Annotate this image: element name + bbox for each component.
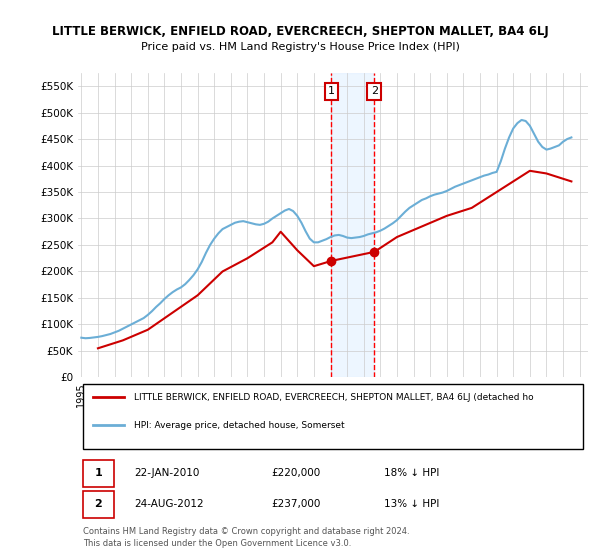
FancyBboxPatch shape [83, 384, 583, 450]
Text: HPI: Average price, detached house, Somerset: HPI: Average price, detached house, Some… [134, 421, 345, 430]
Text: 1: 1 [95, 468, 102, 478]
Text: 2: 2 [95, 500, 102, 509]
Text: This data is licensed under the Open Government Licence v3.0.: This data is licensed under the Open Gov… [83, 539, 352, 548]
Text: 2: 2 [371, 86, 378, 96]
Bar [331, 73, 374, 377]
FancyBboxPatch shape [83, 460, 114, 487]
Text: 13% ↓ HPI: 13% ↓ HPI [384, 500, 439, 509]
Text: 24-AUG-2012: 24-AUG-2012 [134, 500, 204, 509]
Text: 18% ↓ HPI: 18% ↓ HPI [384, 468, 439, 478]
FancyBboxPatch shape [83, 491, 114, 518]
Text: £220,000: £220,000 [272, 468, 321, 478]
Text: 22-JAN-2010: 22-JAN-2010 [134, 468, 199, 478]
Text: LITTLE BERWICK, ENFIELD ROAD, EVERCREECH, SHEPTON MALLET, BA4 6LJ: LITTLE BERWICK, ENFIELD ROAD, EVERCREECH… [52, 25, 548, 38]
Text: Price paid vs. HM Land Registry's House Price Index (HPI): Price paid vs. HM Land Registry's House … [140, 42, 460, 52]
Text: Contains HM Land Registry data © Crown copyright and database right 2024.: Contains HM Land Registry data © Crown c… [83, 527, 410, 536]
Text: £237,000: £237,000 [272, 500, 321, 509]
Text: LITTLE BERWICK, ENFIELD ROAD, EVERCREECH, SHEPTON MALLET, BA4 6LJ (detached ho: LITTLE BERWICK, ENFIELD ROAD, EVERCREECH… [134, 393, 534, 402]
Text: 1: 1 [328, 86, 335, 96]
